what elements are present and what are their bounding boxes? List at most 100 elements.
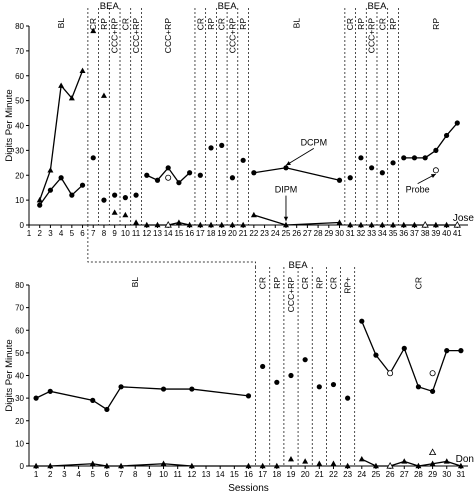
y-tick-label: 40 [15, 122, 24, 131]
x-tick-label: 27 [400, 470, 409, 479]
dcpm-point [401, 345, 407, 351]
x-tick-label: 15 [174, 229, 183, 238]
y-tick-label: 20 [15, 417, 24, 426]
dcpm-point [274, 379, 280, 385]
dcpm-point [347, 175, 353, 181]
phase-label: BL [130, 277, 140, 288]
dcpm-point [422, 155, 428, 161]
probe-dipm-point [428, 448, 437, 456]
phase-label: CR [377, 18, 387, 30]
x-tick-label: 11 [174, 470, 183, 479]
phase-label: BEA [289, 260, 309, 271]
dcpm-point [330, 381, 337, 388]
probe-dipm-point [386, 461, 394, 469]
y-tick-label: 10 [15, 196, 24, 205]
dcpm-point [90, 397, 96, 403]
x-tick-label: 32 [356, 229, 365, 238]
dipm-point [218, 221, 225, 228]
x-tick-label: 5 [90, 470, 95, 479]
dcpm-point [229, 175, 236, 181]
phase-label: RP [314, 277, 324, 289]
dipm-point [344, 462, 351, 469]
y-tick-label: 50 [15, 349, 24, 358]
dipm-point [358, 456, 365, 462]
phase-label: RP [388, 18, 398, 30]
dipm-point [188, 462, 195, 469]
y-tick-label: 50 [15, 97, 24, 106]
x-tick-label: 12 [142, 229, 151, 238]
dcpm-point [390, 160, 396, 166]
x-tick-label: 25 [371, 470, 380, 479]
dcpm-point [433, 147, 439, 153]
phase-label: CR [258, 277, 268, 289]
phase-label: RP [206, 18, 216, 30]
dipm-point [186, 221, 193, 228]
phase-label: CR [217, 18, 227, 30]
dcpm-point [316, 384, 322, 390]
x-tick-label: 23 [343, 470, 352, 479]
phase-label: CCC+RP [227, 18, 237, 54]
x-tick-label: 24 [271, 229, 280, 238]
y-tick-label: 70 [15, 304, 24, 313]
probe-point [387, 370, 394, 377]
x-tick-label: 11 [132, 229, 141, 238]
y-tick-label: 80 [15, 281, 24, 290]
x-tick-label: 16 [244, 470, 253, 479]
phase-label: RP [272, 277, 282, 289]
phase-label: CR [328, 277, 338, 289]
dcpm-point [302, 357, 308, 363]
x-tick-label: 29 [324, 229, 333, 238]
dcpm-line [403, 122, 458, 159]
dcpm-point [118, 384, 124, 390]
phase-label: RP [99, 18, 109, 30]
dipm-point [250, 211, 257, 218]
dipm-point [36, 196, 43, 203]
x-tick-label: 14 [164, 229, 173, 238]
dipm-point [47, 462, 54, 469]
dipm-point [58, 82, 65, 88]
dcpm-point [429, 388, 436, 394]
x-tick-label: 3 [62, 470, 67, 479]
phase-label: BL [56, 18, 66, 29]
dipm-point [229, 221, 236, 228]
dipm-point [282, 221, 289, 228]
x-tick-label: 31 [346, 229, 355, 238]
y-tick-label: 0 [20, 221, 25, 230]
phase-label: CR [413, 277, 423, 289]
phase-label: CR [300, 277, 310, 289]
dipm-point [429, 460, 436, 466]
x-axis-label: Sessions [228, 483, 269, 494]
dcpm-point [373, 352, 379, 358]
dipm-point [33, 462, 40, 469]
y-tick-label: 70 [15, 47, 24, 56]
dcpm-point [359, 318, 365, 324]
dipm-point [411, 221, 418, 228]
dcpm-point [443, 132, 450, 139]
dcpm-point [208, 145, 214, 151]
dipm-line [36, 463, 249, 467]
phase-label: CR [120, 18, 130, 30]
dipm-line [361, 458, 462, 467]
dcpm-line [253, 167, 340, 181]
dipm-point [68, 94, 75, 101]
dipm-point [122, 211, 129, 218]
dipm-point [90, 27, 97, 34]
dcpm-point [112, 192, 118, 198]
dcpm-point [37, 202, 43, 208]
x-tick-label: 14 [216, 470, 225, 479]
dcpm-point [415, 384, 422, 390]
x-tick-label: 6 [80, 229, 85, 238]
x-tick-label: 37 [410, 229, 419, 238]
x-tick-label: 4 [76, 470, 81, 479]
x-tick-label: 13 [202, 470, 211, 479]
phase-label: CR [195, 18, 205, 30]
dipm-point [160, 460, 167, 466]
dcpm-point [219, 142, 225, 148]
dipm-point [400, 221, 407, 228]
phase-label: CR [88, 18, 98, 30]
dcpm-line [35, 386, 249, 411]
x-tick-label: 18 [207, 229, 216, 238]
dipm-point [287, 456, 294, 462]
x-tick-label: 24 [357, 470, 366, 479]
dipm-point [457, 462, 464, 469]
